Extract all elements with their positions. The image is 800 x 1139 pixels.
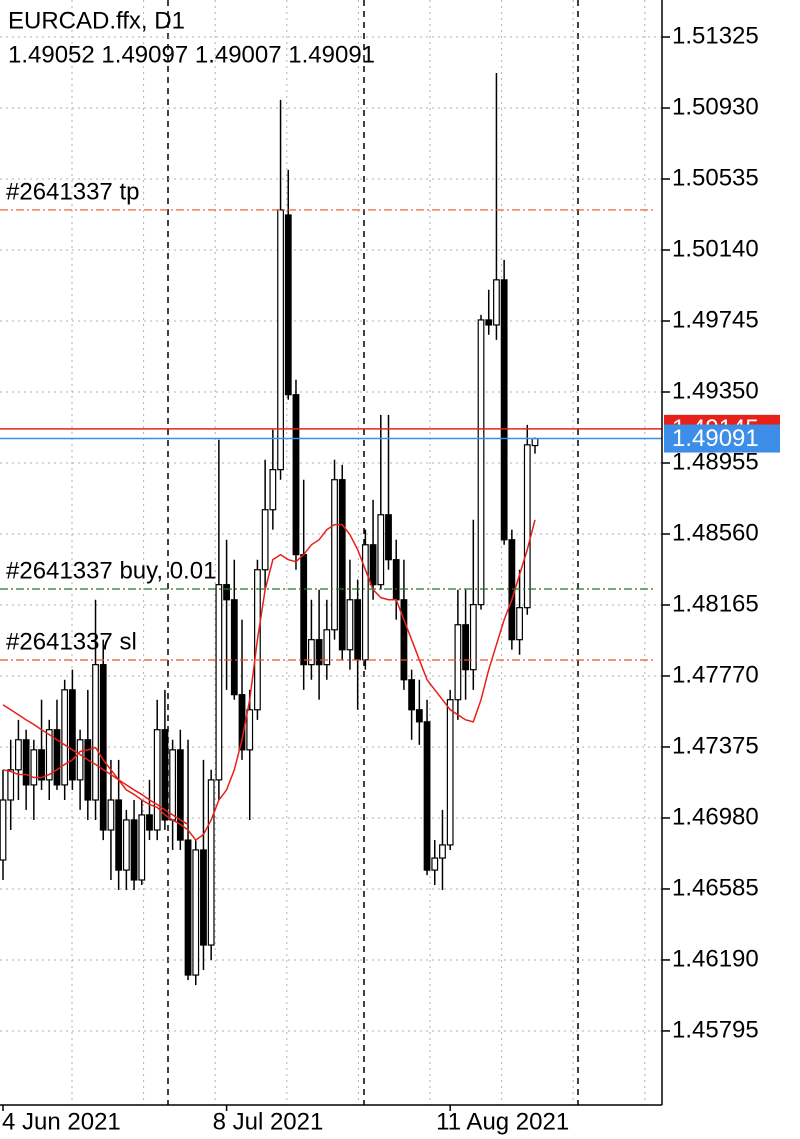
candle-body — [138, 814, 146, 881]
candle-body — [146, 814, 153, 831]
candle-body — [346, 599, 354, 651]
candle-body — [53, 729, 61, 786]
y-tick-label: 1.49350 — [672, 377, 759, 404]
candle-body — [215, 584, 223, 781]
candle-body — [115, 799, 123, 871]
candle-body — [315, 639, 323, 666]
candle-body — [246, 709, 254, 751]
candle-body — [200, 849, 207, 946]
y-tick-label: 1.46585 — [672, 874, 759, 901]
candle-body — [76, 739, 84, 781]
candle-body — [431, 857, 439, 871]
y-tick-label: 1.46190 — [672, 945, 759, 972]
candle-body — [7, 769, 15, 801]
y-tick-label: 1.51325 — [672, 22, 759, 49]
y-tick-label: 1.49745 — [672, 306, 759, 333]
candle-body — [531, 437, 539, 447]
y-tick-label: 1.50140 — [672, 235, 759, 262]
candle-body — [277, 209, 284, 471]
candle-body — [369, 544, 377, 586]
x-tick-label: 8 Jul 2021 — [213, 1108, 324, 1135]
order-level-label: #2641337 tp — [6, 178, 139, 205]
candle-body — [454, 624, 462, 701]
candle-body — [500, 279, 508, 541]
candle-body — [30, 749, 38, 786]
candle-body — [385, 514, 392, 561]
y-tick-label: 1.48560 — [672, 519, 759, 546]
candle-body — [153, 729, 161, 831]
candle-body — [446, 699, 454, 846]
candle-body — [192, 849, 200, 976]
candle-body — [92, 664, 99, 801]
candle-body — [300, 554, 308, 666]
candle-body — [523, 444, 531, 609]
candle-body — [130, 819, 138, 881]
candle-body — [107, 799, 115, 831]
candle-body — [61, 689, 69, 786]
candle-body — [423, 721, 431, 871]
candle-body — [415, 709, 423, 723]
moving-average-line — [2, 519, 536, 842]
candle-body — [184, 839, 192, 976]
candle-body — [331, 479, 338, 631]
x-tick-label: 11 Aug 2021 — [436, 1108, 569, 1135]
chart-title: EURCAD.ffx, D1 — [8, 7, 185, 34]
candle-body — [169, 749, 177, 821]
candle-body — [22, 739, 30, 786]
order-level-label: #2641337 sl — [6, 628, 137, 655]
x-tick-label: 4 Jun 2021 — [2, 1108, 121, 1135]
candle-body — [469, 604, 477, 671]
candle-body — [68, 689, 76, 781]
candle-body — [508, 539, 516, 641]
candle-body — [338, 479, 346, 651]
moving-average-line — [2, 704, 189, 826]
candle-body — [261, 509, 269, 571]
candle-body — [230, 599, 238, 696]
candle-body — [408, 679, 416, 711]
y-tick-label: 1.47770 — [672, 661, 759, 688]
candle-body — [207, 779, 215, 946]
candle-body — [361, 544, 369, 661]
candle-body — [377, 514, 385, 586]
candle-body — [308, 639, 315, 666]
candle-body — [176, 749, 184, 841]
y-tick-label: 1.48955 — [672, 448, 759, 475]
price-label: 1.49091 — [672, 425, 759, 452]
y-tick-label: 1.50930 — [672, 93, 759, 120]
y-tick-label: 1.46980 — [672, 803, 759, 830]
candle-body — [223, 584, 230, 601]
candle-body — [45, 729, 53, 781]
candle-body — [15, 739, 22, 771]
candle-body — [292, 394, 300, 556]
candle-body — [161, 729, 169, 821]
candle-body — [400, 599, 408, 681]
order-level-label: #2641337 buy, 0.01 — [6, 557, 216, 584]
candle-body — [99, 664, 107, 831]
candle-body — [84, 739, 92, 801]
candle-body — [516, 607, 523, 641]
candle-body — [284, 214, 292, 396]
candle-body — [0, 799, 7, 861]
ohlc-text: 1.49052 1.49097 1.49007 1.49091 — [8, 41, 375, 68]
candle-body — [462, 624, 469, 671]
candle-body — [354, 599, 362, 661]
candle-body — [477, 319, 485, 606]
candle-body — [485, 319, 493, 326]
candle-body — [323, 629, 331, 666]
y-tick-label: 1.45795 — [672, 1016, 759, 1043]
y-tick-label: 1.48165 — [672, 590, 759, 617]
price-label-box — [664, 424, 780, 453]
y-tick-label: 1.47375 — [672, 732, 759, 759]
candle-body — [439, 844, 446, 859]
candle-body — [269, 469, 277, 511]
candle-body — [493, 279, 500, 326]
candle-body — [38, 749, 45, 781]
y-tick-label: 1.50535 — [672, 164, 759, 191]
candle-body — [122, 819, 130, 871]
candle-body — [392, 559, 400, 601]
